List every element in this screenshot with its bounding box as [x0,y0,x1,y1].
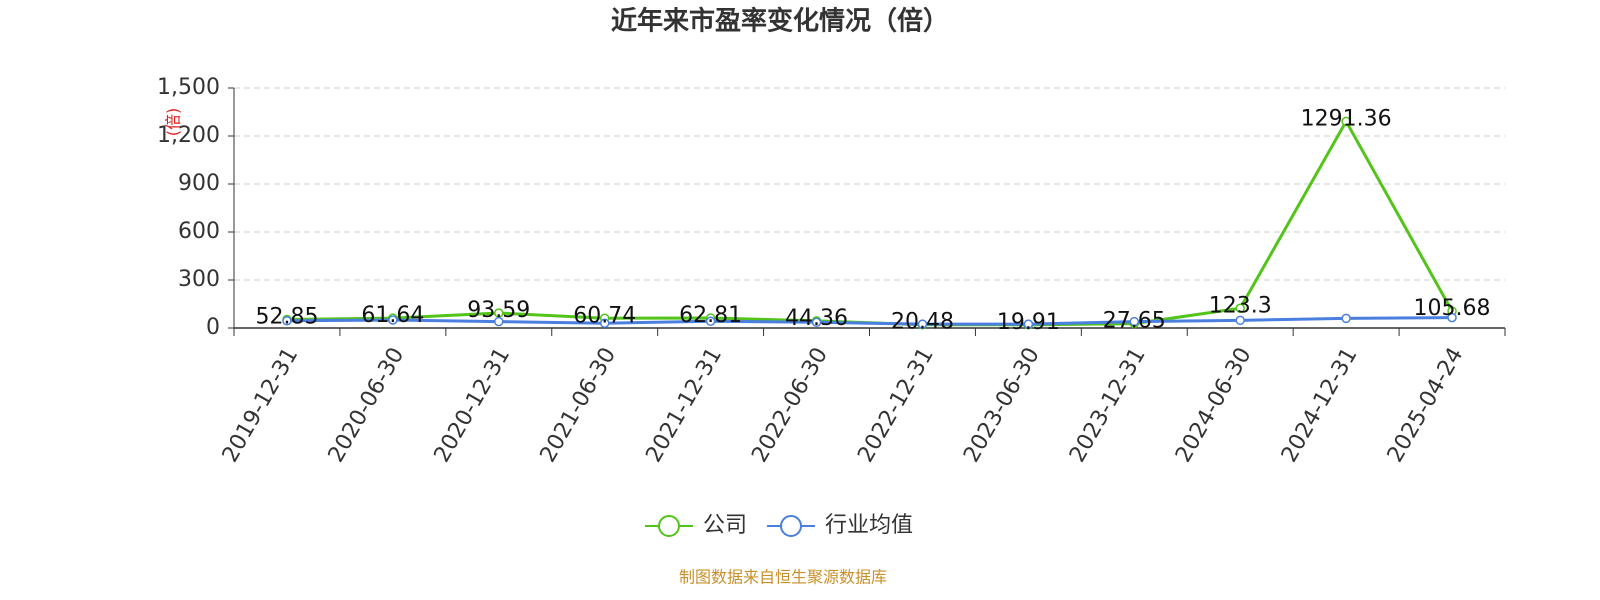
y-tick-label: 0 [206,315,220,340]
legend-marker [658,515,680,537]
point [1129,316,1140,327]
point [599,318,610,328]
chart-title: 近年来市盈率变化情况（倍） [611,6,949,37]
y-tick-label: 300 [178,267,220,292]
data-label: 123.3 [1209,293,1272,318]
x-tick-label: 2023-06-30 [959,344,1045,467]
x-tick-label: 2021-12-31 [641,344,727,467]
point [1341,116,1351,127]
source-note: 制图数据来自恒生聚源数据库 [679,568,887,587]
x-tick-label: 2024-12-31 [1277,344,1363,467]
y-axis-label: (倍) [164,108,183,137]
y-tick-label: 900 [178,171,220,196]
data-label: 62.81 [679,303,742,328]
y-tick-label: 1,200 [157,123,220,148]
point [388,315,398,325]
x-tick-label: 2020-06-30 [324,344,410,467]
y-tick-label: 1,500 [157,75,220,100]
data-label: 19.91 [997,310,1060,335]
x-tick-label: 2023-12-31 [1065,344,1151,467]
data-label: 27.65 [1103,309,1166,334]
point [811,317,822,327]
data-label: 1291.36 [1301,106,1392,131]
x-tick-label: 2025-04-24 [1383,344,1469,467]
series-line [286,118,1454,327]
legend-label: 行业均值 [825,513,913,538]
point [1235,315,1245,326]
point [1447,312,1457,323]
legend-marker [780,515,803,537]
data-label: 61.64 [361,303,424,328]
x-tick-label: 2019-12-31 [218,344,304,467]
point [917,319,928,329]
x-tick-label: 2022-06-30 [747,344,833,467]
point [1235,303,1245,314]
point [1341,313,1351,324]
y-tick-label: 600 [178,219,220,244]
data-label: 105.68 [1414,296,1491,321]
point [705,316,716,327]
x-tick-label: 2021-06-30 [536,344,622,467]
legend-label: 公司 [703,513,747,538]
data-label: 52.85 [255,305,318,330]
x-tick-label: 2022-12-31 [853,344,939,467]
data-label: 20.48 [891,310,954,335]
point [282,316,292,326]
data-label: 44.36 [785,306,848,331]
point [1023,319,1034,329]
data-label: 93.59 [467,298,530,323]
x-tick-label: 2024-06-30 [1171,344,1257,467]
x-tick-label: 2020-12-31 [430,344,516,467]
data-label: 60.74 [573,303,636,328]
series-line [286,316,1453,326]
point [494,316,504,327]
